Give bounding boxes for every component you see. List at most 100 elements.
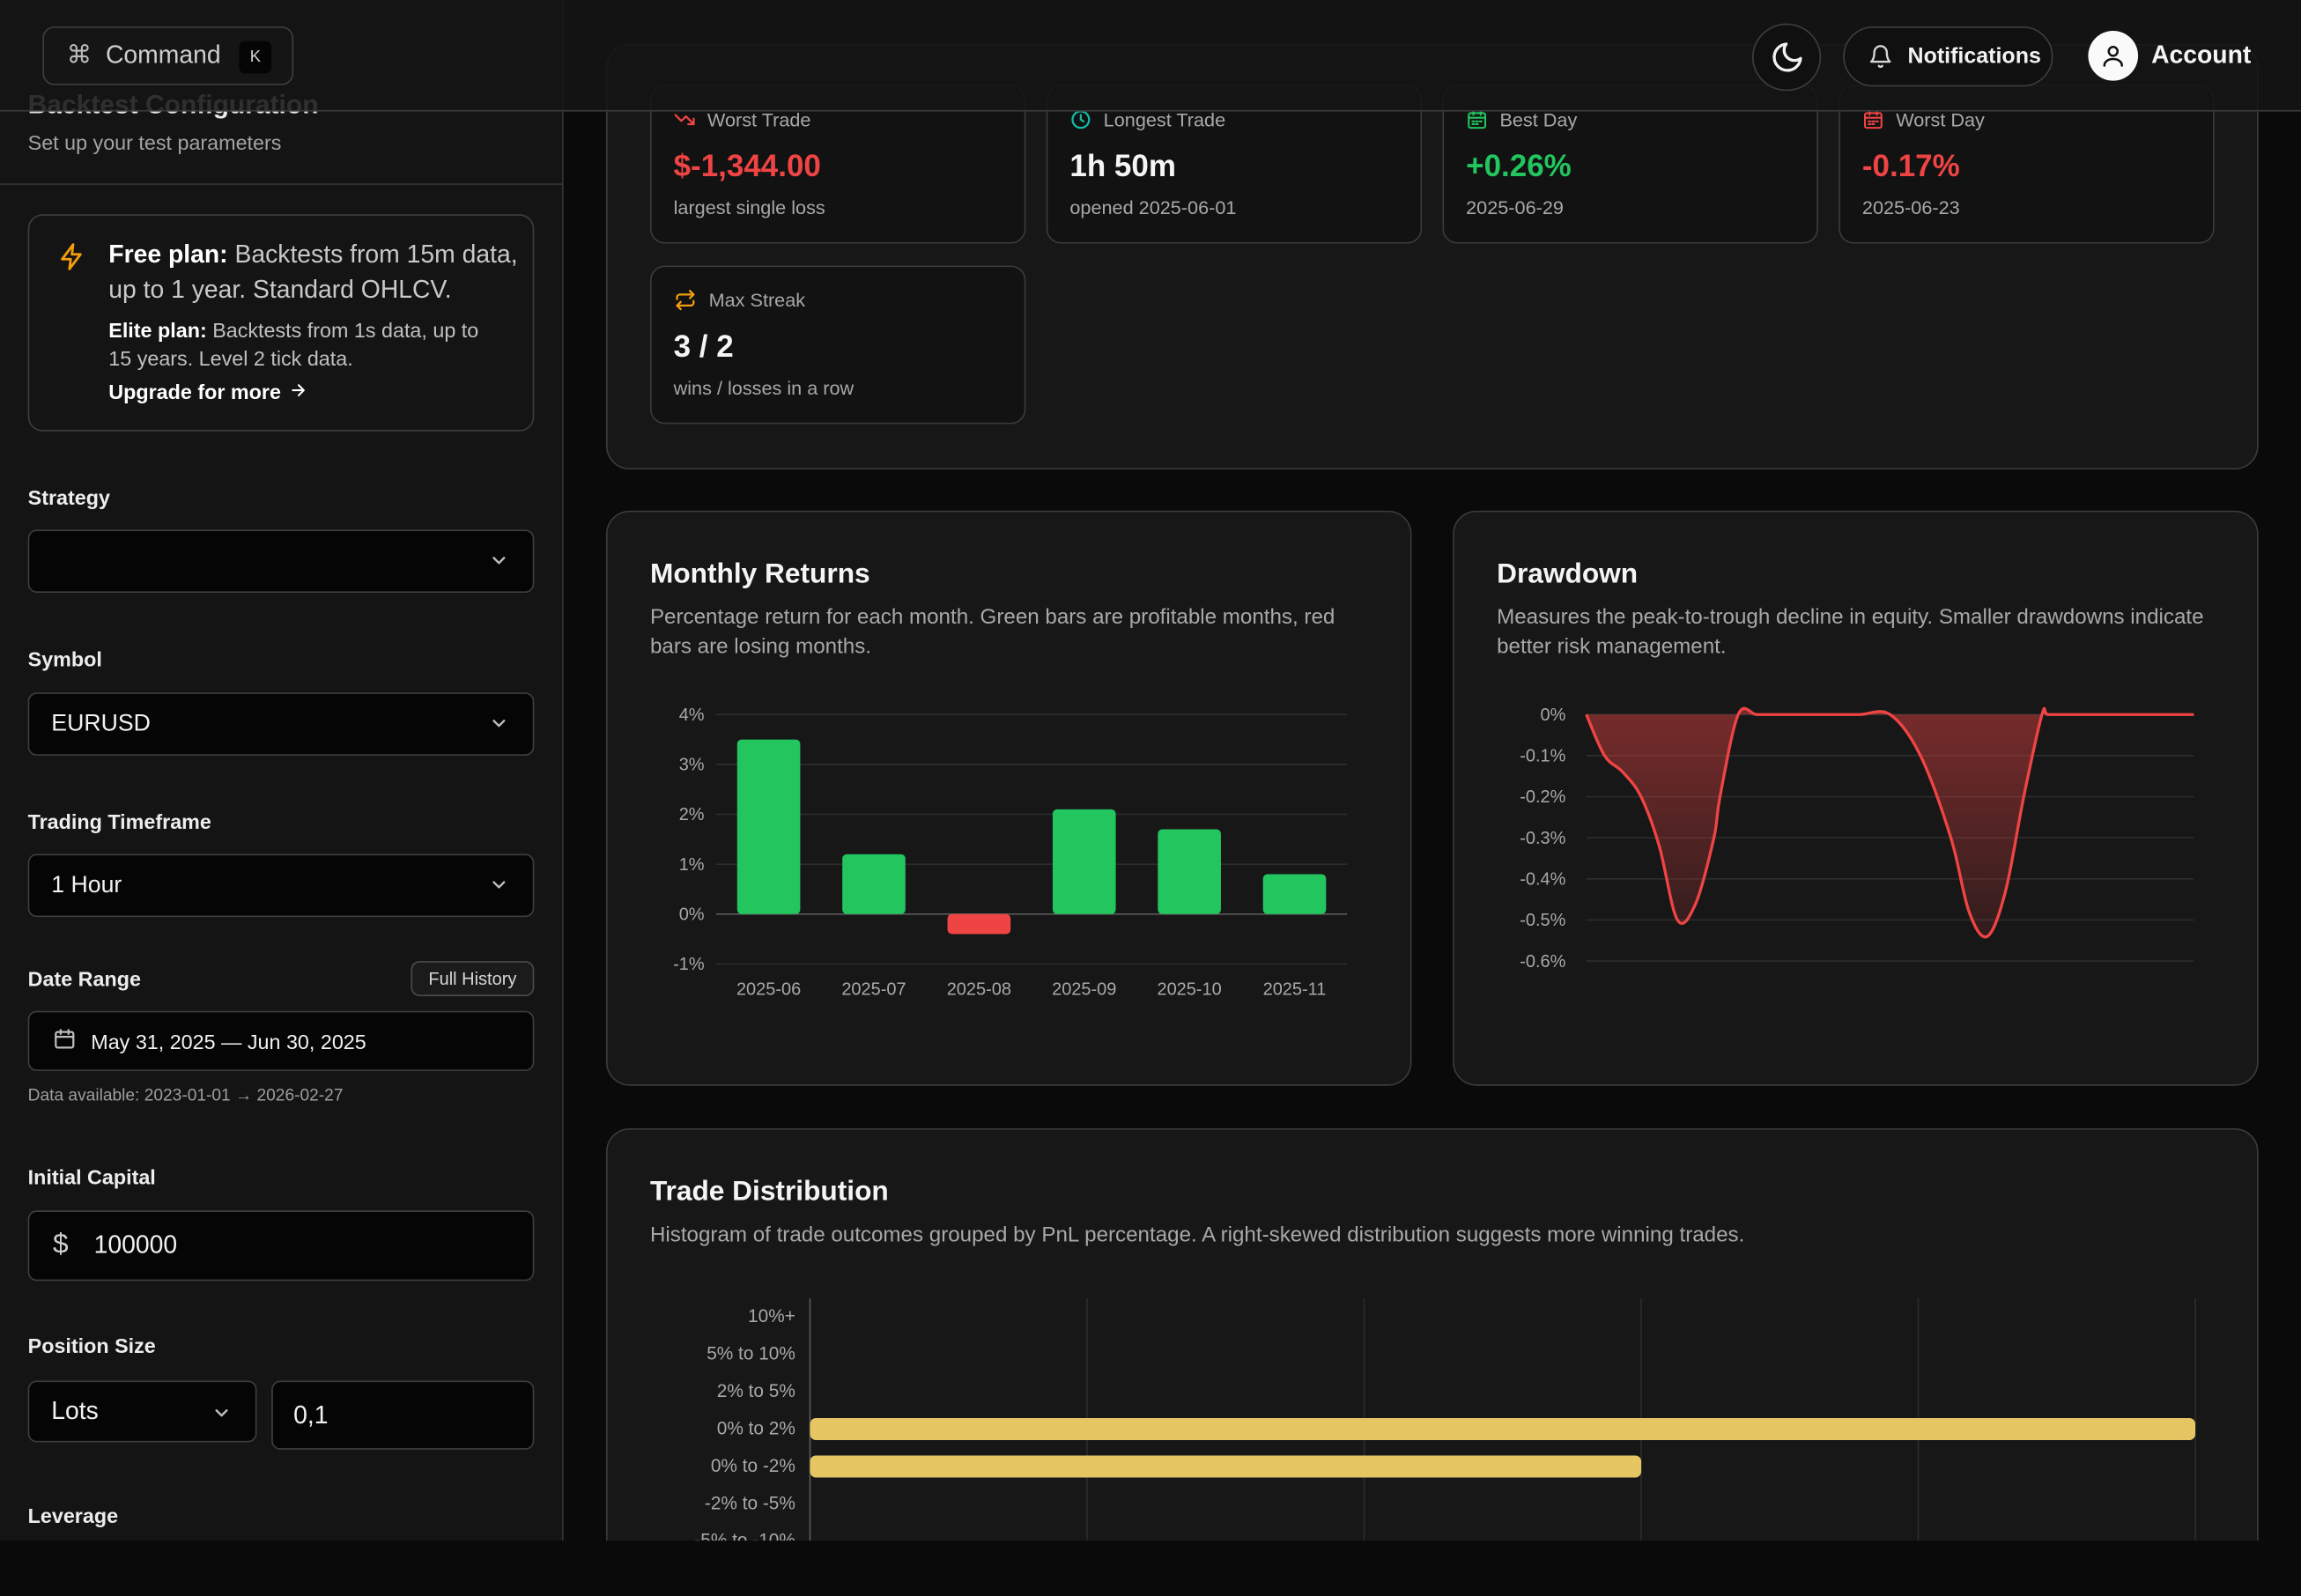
monthly-returns-description: Percentage return for each month. Green … xyxy=(649,605,1335,659)
calendar-icon xyxy=(1468,110,1487,129)
bar xyxy=(1262,874,1327,914)
sidebar-divider xyxy=(0,183,563,185)
y-tick-label: -0.3% xyxy=(1520,829,1565,848)
drawdown-chart: 0% -0.1% -0.2% -0.3% -0.4% -0.5% -0.6% xyxy=(1520,706,2194,972)
sidebar-subtitle: Set up your test parameters xyxy=(27,130,282,154)
date-range-picker[interactable]: May 31, 2025 — Jun 30, 2025 xyxy=(27,1010,535,1072)
stat-label: Worst Day xyxy=(1896,108,1985,131)
theme-toggle-button[interactable] xyxy=(1751,23,1822,92)
y-tick-label: -0.6% xyxy=(1520,952,1565,972)
bar xyxy=(1052,809,1116,914)
page-bottom-overflow xyxy=(0,1541,2301,1596)
stat-value: 1h 50m xyxy=(1069,149,1176,184)
full-history-button[interactable]: Full History xyxy=(411,961,535,997)
timeframe-label: Trading Timeframe xyxy=(27,809,211,834)
calendar-icon xyxy=(1863,110,1883,129)
clock-icon xyxy=(1071,110,1091,129)
arrow-right-icon xyxy=(290,380,307,403)
drawdown-line xyxy=(1585,706,2194,939)
stat-header: Max Streak xyxy=(674,289,806,312)
y-tick-label: 0% xyxy=(679,905,705,924)
drawdown-panel: Drawdown Measures the peak-to-trough dec… xyxy=(1453,510,2259,1086)
timeframe-value: 1 Hour xyxy=(51,872,122,898)
x-tick-label: 2025-06 xyxy=(736,979,801,999)
stat-card-max-streak: Max Streak 3 / 2 wins / losses in a row xyxy=(649,265,1026,425)
trade-stats-panel: Worst Trade $-1,344.00 largest single lo… xyxy=(605,43,2259,470)
y-tick-label: -0.2% xyxy=(1520,787,1565,807)
y-tick-label: 1% xyxy=(679,855,705,875)
bar xyxy=(1158,829,1221,914)
stat-value: -0.17% xyxy=(1861,149,1960,184)
x-tick-label: 2025-08 xyxy=(947,979,1011,999)
y-tick-label: 5% to 10% xyxy=(707,1343,795,1363)
command-label: Command xyxy=(105,41,221,70)
user-icon xyxy=(2103,46,2123,67)
date-range-label: Date Range xyxy=(27,966,141,991)
bar xyxy=(842,853,906,914)
y-tick-label: 0% to -2% xyxy=(711,1456,795,1476)
bar xyxy=(810,1455,1642,1478)
stat-label: Longest Trade xyxy=(1103,108,1226,131)
monthly-returns-title: Monthly Returns xyxy=(649,558,870,590)
symbol-label: Symbol xyxy=(27,647,102,671)
monthly-returns-chart: 4% 3% 2% 1% 0% -1% 2025-06 2025-07 2025-08 2025-0… xyxy=(673,706,1348,999)
upgrade-label: Upgrade for more xyxy=(108,380,281,404)
free-plan-desc: Backtests from 15m data, up to 1 year. S… xyxy=(108,240,518,304)
top-bar: ⌘ Command K Notifications Account xyxy=(0,0,2301,112)
dollar-icon: $ xyxy=(52,1229,69,1260)
account-menu[interactable]: Account xyxy=(2088,30,2252,81)
trade-distribution-title: Trade Distribution xyxy=(649,1176,889,1208)
chevron-down-icon xyxy=(489,713,509,742)
position-size-input[interactable]: 0,1 xyxy=(271,1380,535,1450)
timeframe-select[interactable]: 1 Hour xyxy=(27,853,535,918)
notifications-button[interactable]: Notifications xyxy=(1843,26,2053,87)
stat-header: Worst Day xyxy=(1862,108,1985,130)
free-plan-label: Free plan: xyxy=(108,240,228,269)
monthly-returns-panel: Monthly Returns Percentage return for ea… xyxy=(605,510,1412,1086)
stat-label: Worst Trade xyxy=(707,108,811,131)
stat-note: wins / losses in a row xyxy=(673,377,855,400)
y-tick-label: 4% xyxy=(679,706,705,725)
y-tick-label: 0% xyxy=(1541,706,1566,725)
capital-value: 100000 xyxy=(93,1230,178,1260)
leverage-label: Leverage xyxy=(27,1504,119,1528)
shortcut-key: K xyxy=(239,41,272,74)
notifications-label: Notifications xyxy=(1907,43,2041,70)
trending-down-icon xyxy=(674,114,695,126)
chevron-down-icon xyxy=(211,1401,232,1430)
calendar-icon xyxy=(53,1027,77,1055)
stat-card-best-day: Best Day +0.26% 2025-06-29 xyxy=(1442,85,1818,244)
y-tick-label: -1% xyxy=(673,955,705,974)
lightning-icon xyxy=(57,240,86,280)
position-unit-select[interactable]: Lots xyxy=(27,1380,257,1443)
elite-plan-label: Elite plan: xyxy=(108,318,207,343)
y-tick-label: 2% to 5% xyxy=(717,1381,795,1401)
strategy-label: Strategy xyxy=(27,485,110,510)
stat-note: 2025-06-23 xyxy=(1861,196,1960,219)
bar xyxy=(736,739,801,914)
x-tick-label: 2025-11 xyxy=(1263,979,1327,999)
stat-header: Worst Trade xyxy=(674,108,811,131)
symbol-select[interactable]: EURUSD xyxy=(27,692,535,756)
chevron-down-icon xyxy=(489,875,509,903)
stat-label: Best Day xyxy=(1499,108,1578,131)
x-tick-label: 2025-07 xyxy=(841,979,906,999)
stat-note: opened 2025-06-01 xyxy=(1069,196,1237,219)
plan-info-card: Free plan: Backtests from 15m data, up t… xyxy=(27,214,535,432)
upgrade-link[interactable]: Upgrade for more xyxy=(108,380,307,403)
stat-value: $-1,344.00 xyxy=(673,149,821,184)
account-label: Account xyxy=(2151,41,2252,70)
stat-header: Best Day xyxy=(1466,108,1577,130)
trade-distribution-chart: 10%+ 5% to 10% 2% to 5% 0% to 2% 0% to -2% -2… xyxy=(694,1298,2196,1570)
x-tick-label: 2025-09 xyxy=(1052,979,1116,999)
command-palette-button[interactable]: ⌘ Command K xyxy=(42,26,294,85)
strategy-select[interactable] xyxy=(27,529,535,593)
initial-capital-input[interactable]: $ 100000 xyxy=(27,1210,535,1282)
bell-icon xyxy=(1869,45,1891,69)
stat-value: 3 / 2 xyxy=(673,329,734,365)
position-unit-value: Lots xyxy=(51,1396,99,1425)
stat-label: Max Streak xyxy=(708,289,806,312)
stat-note: largest single loss xyxy=(673,196,825,219)
drawdown-area xyxy=(1586,708,2194,937)
